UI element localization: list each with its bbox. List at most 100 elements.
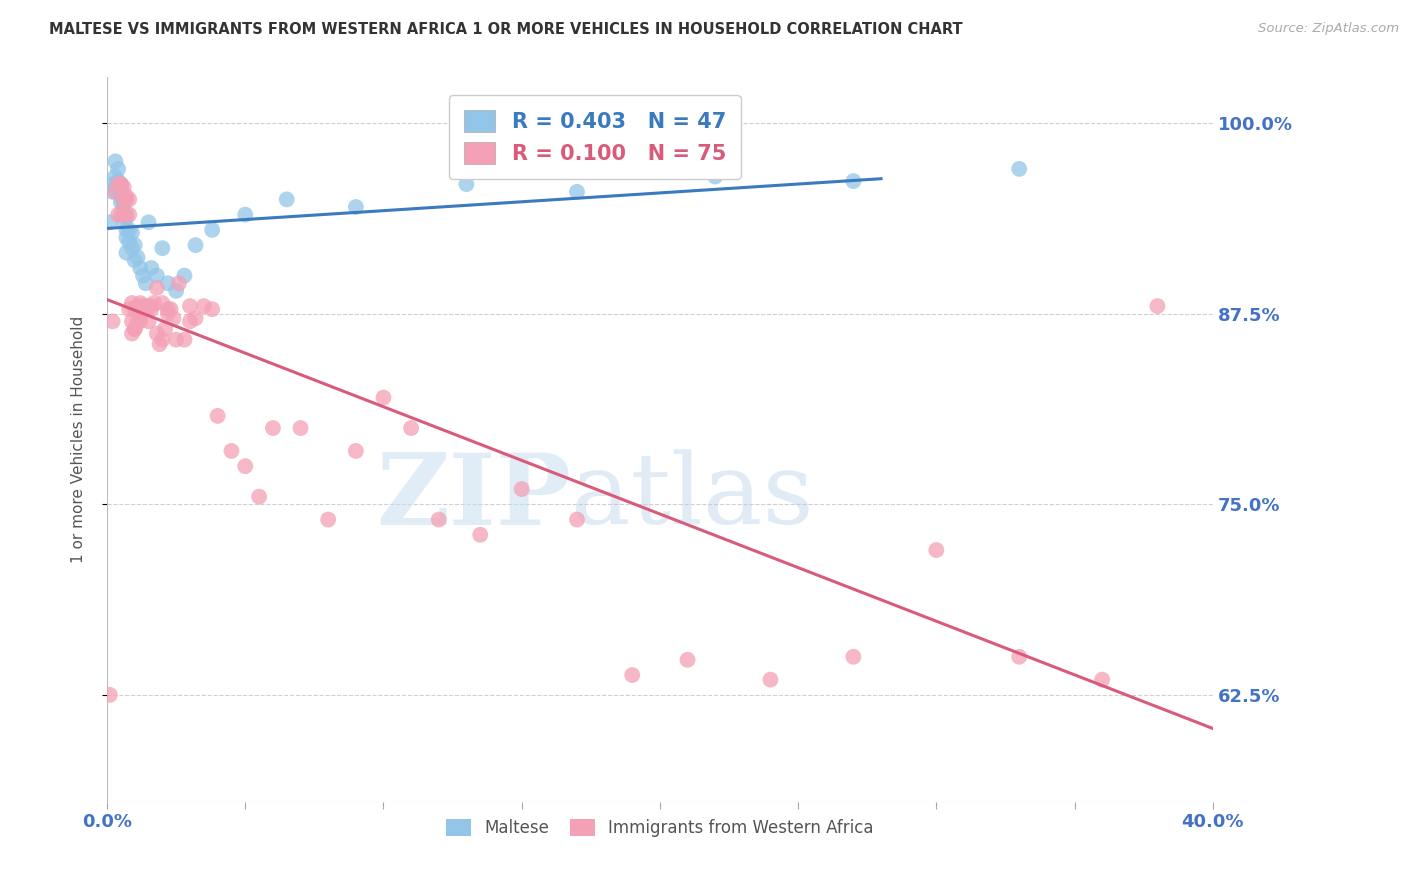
Immigrants from Western Africa: [207, 409, 229, 423]
Immigrants from Western Africa: [110, 208, 132, 222]
Maltese: [101, 185, 124, 199]
Maltese: [107, 161, 129, 176]
Immigrants from Western Africa: [156, 302, 179, 317]
Maltese: [107, 174, 129, 188]
Immigrants from Western Africa: [159, 302, 181, 317]
Maltese: [118, 223, 141, 237]
Immigrants from Western Africa: [233, 459, 256, 474]
Immigrants from Western Africa: [129, 314, 152, 328]
Immigrants from Western Africa: [193, 299, 215, 313]
Immigrants from Western Africa: [173, 333, 195, 347]
Immigrants from Western Africa: [104, 185, 127, 199]
Maltese: [132, 268, 155, 283]
Text: ZIP: ZIP: [377, 449, 571, 546]
Immigrants from Western Africa: [112, 195, 135, 210]
Maltese: [150, 241, 173, 255]
Maltese: [121, 241, 143, 255]
Legend: Maltese, Immigrants from Western Africa: Maltese, Immigrants from Western Africa: [440, 813, 880, 844]
Immigrants from Western Africa: [676, 653, 699, 667]
Immigrants from Western Africa: [399, 421, 422, 435]
Immigrants from Western Africa: [842, 649, 865, 664]
Immigrants from Western Africa: [129, 296, 152, 310]
Immigrants from Western Africa: [138, 299, 160, 313]
Maltese: [146, 268, 169, 283]
Immigrants from Western Africa: [118, 302, 141, 317]
Immigrants from Western Africa: [153, 322, 176, 336]
Immigrants from Western Africa: [184, 311, 207, 326]
Immigrants from Western Africa: [121, 296, 143, 310]
Immigrants from Western Africa: [132, 299, 155, 313]
Immigrants from Western Africa: [141, 299, 163, 313]
Maltese: [118, 235, 141, 249]
Maltese: [124, 238, 146, 252]
Immigrants from Western Africa: [135, 302, 157, 317]
Immigrants from Western Africa: [1091, 673, 1114, 687]
Maltese: [141, 260, 163, 275]
Maltese: [115, 223, 138, 237]
Text: MALTESE VS IMMIGRANTS FROM WESTERN AFRICA 1 OR MORE VEHICLES IN HOUSEHOLD CORREL: MALTESE VS IMMIGRANTS FROM WESTERN AFRIC…: [49, 22, 963, 37]
Immigrants from Western Africa: [470, 528, 492, 542]
Maltese: [115, 230, 138, 244]
Maltese: [344, 200, 367, 214]
Immigrants from Western Africa: [115, 193, 138, 207]
Maltese: [704, 169, 727, 184]
Maltese: [101, 177, 124, 191]
Immigrants from Western Africa: [759, 673, 782, 687]
Immigrants from Western Africa: [118, 193, 141, 207]
Immigrants from Western Africa: [316, 512, 339, 526]
Maltese: [135, 277, 157, 291]
Immigrants from Western Africa: [127, 314, 149, 328]
Maltese: [842, 174, 865, 188]
Immigrants from Western Africa: [373, 391, 395, 405]
Immigrants from Western Africa: [146, 281, 169, 295]
Immigrants from Western Africa: [112, 180, 135, 194]
Maltese: [112, 189, 135, 203]
Immigrants from Western Africa: [146, 326, 169, 341]
Immigrants from Western Africa: [149, 337, 172, 351]
Text: atlas: atlas: [571, 450, 814, 545]
Immigrants from Western Africa: [179, 299, 201, 313]
Maltese: [104, 169, 127, 184]
Maltese: [110, 180, 132, 194]
Immigrants from Western Africa: [179, 314, 201, 328]
Maltese: [115, 211, 138, 225]
Maltese: [98, 215, 121, 229]
Immigrants from Western Africa: [127, 299, 149, 313]
Immigrants from Western Africa: [143, 296, 166, 310]
Maltese: [124, 253, 146, 268]
Maltese: [112, 215, 135, 229]
Maltese: [112, 200, 135, 214]
Immigrants from Western Africa: [107, 208, 129, 222]
Maltese: [104, 180, 127, 194]
Immigrants from Western Africa: [118, 208, 141, 222]
Immigrants from Western Africa: [124, 322, 146, 336]
Maltese: [110, 189, 132, 203]
Immigrants from Western Africa: [167, 277, 190, 291]
Maltese: [110, 195, 132, 210]
Maltese: [138, 215, 160, 229]
Immigrants from Western Africa: [247, 490, 270, 504]
Immigrants from Western Africa: [138, 314, 160, 328]
Immigrants from Western Africa: [115, 189, 138, 203]
Maltese: [156, 277, 179, 291]
Immigrants from Western Africa: [510, 482, 533, 496]
Immigrants from Western Africa: [150, 296, 173, 310]
Immigrants from Western Africa: [121, 314, 143, 328]
Immigrants from Western Africa: [565, 512, 588, 526]
Maltese: [115, 245, 138, 260]
Maltese: [456, 177, 478, 191]
Immigrants from Western Africa: [150, 333, 173, 347]
Maltese: [276, 193, 298, 207]
Immigrants from Western Africa: [101, 314, 124, 328]
Immigrants from Western Africa: [290, 421, 312, 435]
Maltese: [112, 208, 135, 222]
Maltese: [110, 177, 132, 191]
Immigrants from Western Africa: [1146, 299, 1168, 313]
Maltese: [129, 260, 152, 275]
Maltese: [121, 226, 143, 240]
Immigrants from Western Africa: [141, 302, 163, 317]
Immigrants from Western Africa: [121, 326, 143, 341]
Immigrants from Western Africa: [115, 208, 138, 222]
Y-axis label: 1 or more Vehicles in Household: 1 or more Vehicles in Household: [72, 316, 86, 563]
Maltese: [173, 268, 195, 283]
